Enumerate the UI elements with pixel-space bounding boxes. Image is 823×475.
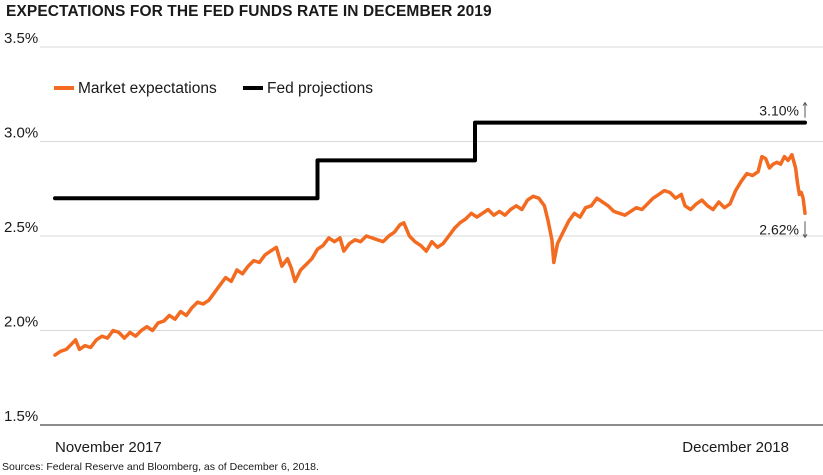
source-note: Sources: Federal Reserve and Bloomberg, …: [2, 461, 319, 473]
legend-label-market: Market expectations: [78, 80, 217, 97]
y-tick-label-3: 2.0%: [4, 314, 38, 331]
y-tick-label-0: 3.5%: [4, 30, 38, 47]
x-tick-label-0: November 2017: [55, 439, 162, 456]
x-axis-ticks: November 2017 December 2018: [55, 439, 789, 456]
annotation-label-0: 3.10%: [759, 103, 799, 119]
annotation-label-1: 2.62%: [759, 221, 799, 237]
legend: Market expectations Fed projections: [54, 80, 373, 97]
annotation-arrow-1: [802, 234, 808, 239]
series-line-fed-projections: [53, 120, 807, 201]
gridlines: [40, 46, 823, 331]
legend-label-fed: Fed projections: [267, 80, 373, 97]
x-tick-label-1: December 2018: [682, 439, 789, 456]
y-tick-label-4: 1.5%: [4, 408, 38, 425]
annotations: 3.10% 2.62%: [759, 101, 808, 239]
y-axis-ticks: 3.5% 3.0% 2.5% 2.0% 1.5%: [4, 30, 38, 425]
y-tick-label-2: 2.5%: [4, 219, 38, 236]
y-tick-label-1: 3.0%: [4, 125, 38, 142]
series-line-market-expectations: [53, 152, 807, 357]
chart-title: EXPECTATIONS FOR THE FED FUNDS RATE IN D…: [6, 3, 492, 20]
series-group: [53, 120, 807, 357]
annotation-arrow-0: [802, 101, 808, 106]
